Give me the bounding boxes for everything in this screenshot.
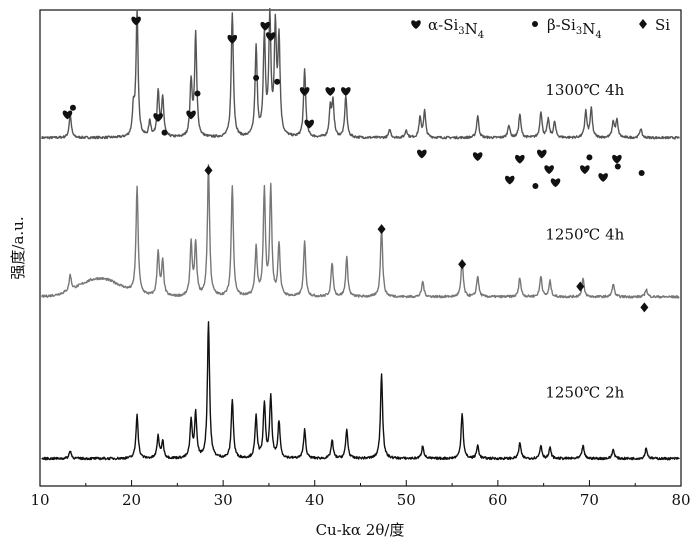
circle-marker bbox=[638, 170, 645, 177]
series-layer bbox=[41, 7, 680, 461]
heart-marker bbox=[537, 149, 547, 159]
diamond-marker bbox=[377, 224, 386, 235]
diamond-marker bbox=[640, 302, 649, 313]
x-tick-label: 20 bbox=[122, 491, 141, 509]
heart-marker bbox=[341, 87, 351, 96]
heart-marker bbox=[544, 165, 554, 175]
heart-marker bbox=[515, 154, 525, 164]
series-line bbox=[41, 321, 680, 461]
heart-marker bbox=[299, 87, 310, 96]
heart-marker bbox=[504, 175, 515, 185]
legend: α-Si3N4 β-Si3N4 Si bbox=[411, 16, 670, 41]
heart-marker bbox=[580, 165, 590, 175]
heart-marker bbox=[186, 110, 196, 120]
circle-marker bbox=[532, 21, 538, 27]
heart-marker bbox=[612, 154, 622, 164]
y-axis-title: 强度/a.u. bbox=[9, 216, 27, 279]
circle-marker bbox=[253, 74, 260, 81]
x-tick-label: 10 bbox=[30, 491, 49, 509]
circle-marker bbox=[586, 154, 593, 161]
x-tick-label: 40 bbox=[305, 491, 324, 509]
circle-marker bbox=[194, 90, 201, 97]
series-annotation: 1250℃ 4h bbox=[545, 226, 624, 244]
diamond-marker bbox=[204, 165, 213, 176]
heart-marker bbox=[265, 32, 276, 42]
heart-marker bbox=[153, 113, 163, 122]
heart-marker bbox=[62, 110, 73, 120]
legend-label: Si bbox=[655, 16, 670, 34]
x-tick-label: 50 bbox=[397, 491, 416, 509]
legend-label: β-Si3N4 bbox=[547, 16, 602, 41]
heart-marker bbox=[325, 87, 336, 96]
x-axis-title: Cu-kα 2θ/度 bbox=[316, 521, 405, 539]
heart-marker bbox=[411, 20, 421, 29]
diamond-marker bbox=[576, 281, 585, 292]
legend-label: α-Si3N4 bbox=[428, 16, 484, 41]
series-line bbox=[41, 7, 680, 140]
heart-marker bbox=[260, 21, 271, 31]
diamond-marker bbox=[458, 259, 467, 270]
heart-marker bbox=[598, 173, 608, 182]
heart-marker bbox=[472, 152, 483, 162]
circle-marker bbox=[69, 104, 76, 111]
x-tick-label: 60 bbox=[488, 491, 507, 509]
circle-marker bbox=[274, 78, 281, 85]
marker-layer bbox=[62, 16, 649, 313]
heart-marker bbox=[131, 16, 141, 26]
x-tick-label: 30 bbox=[214, 491, 233, 509]
heart-marker bbox=[417, 149, 427, 159]
heart-marker bbox=[550, 178, 561, 188]
x-tick-label: 80 bbox=[671, 491, 690, 509]
series-annotation: 1300℃ 4h bbox=[545, 81, 624, 99]
heart-marker bbox=[227, 34, 238, 44]
heart-marker bbox=[304, 119, 314, 129]
series-line bbox=[41, 164, 680, 299]
circle-marker bbox=[614, 163, 621, 170]
x-ticks: 10 20 30 40 50 60 70 80 bbox=[30, 480, 691, 509]
circle-marker bbox=[532, 183, 539, 190]
series-annotation: 1250℃ 2h bbox=[545, 383, 624, 401]
x-tick-label: 70 bbox=[580, 491, 599, 509]
circle-marker bbox=[161, 129, 168, 136]
annotation-layer: 1300℃ 4h 1250℃ 4h 1250℃ 2h bbox=[545, 81, 624, 402]
diamond-marker bbox=[639, 19, 647, 29]
